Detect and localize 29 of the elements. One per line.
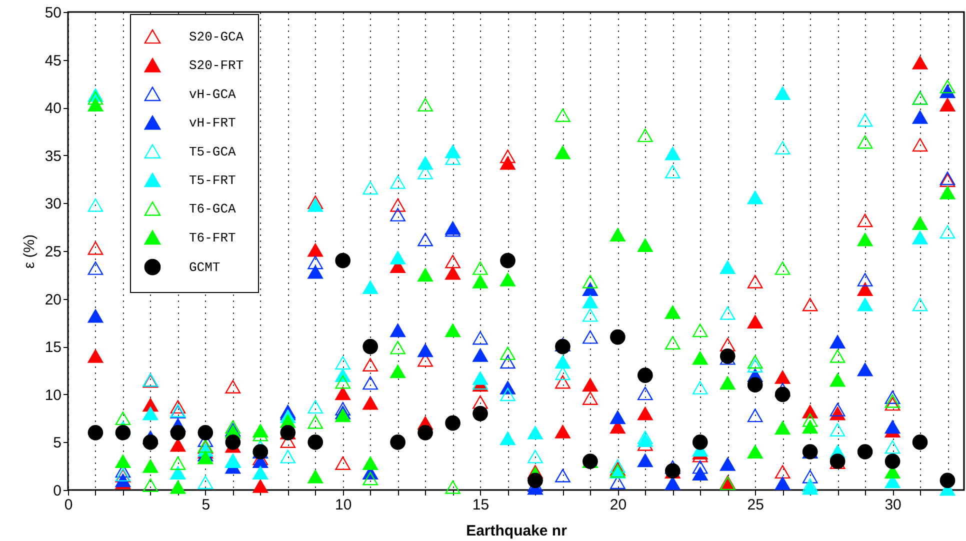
y-tick-label: 20 [44,291,62,308]
legend-label: GCMT [189,260,220,276]
y-tick-label: 0 [53,482,62,500]
legend-label: vH-GCA [189,86,236,102]
x-tick-label: 20 [610,496,627,514]
legend-label: S20-GCA [189,30,244,44]
x-tick-label: 25 [747,496,764,514]
y-tick-label: 5 [53,434,62,452]
x-tick-label: 15 [472,496,490,514]
y-tick-label: 10 [44,386,62,404]
y-tick-label: 15 [44,339,62,356]
legend-label: S20-FRT [189,58,244,74]
y-tick-label: 45 [44,52,62,70]
y-tick-label: 40 [44,100,62,118]
x-tick-label: 30 [884,496,902,514]
x-tick-label: 5 [202,496,210,514]
x-tick-label: 0 [64,496,73,514]
legend-label: T6-GCA [189,202,236,217]
y-tick-label: 50 [44,4,62,22]
y-axis-title: ε (%) [20,234,38,269]
y-tick-label: 35 [44,148,62,165]
y-tick-label: 25 [44,244,62,260]
legend-label: T5-GCA [189,144,236,160]
y-tick-label: 30 [44,196,62,213]
x-axis-title: Earthquake nr [466,522,568,540]
legend-label: T5-FRT [189,173,236,188]
legend-label: T6-FRT [189,230,236,246]
x-tick-label: 10 [335,496,352,514]
legend-label: vH-FRT [189,116,236,131]
